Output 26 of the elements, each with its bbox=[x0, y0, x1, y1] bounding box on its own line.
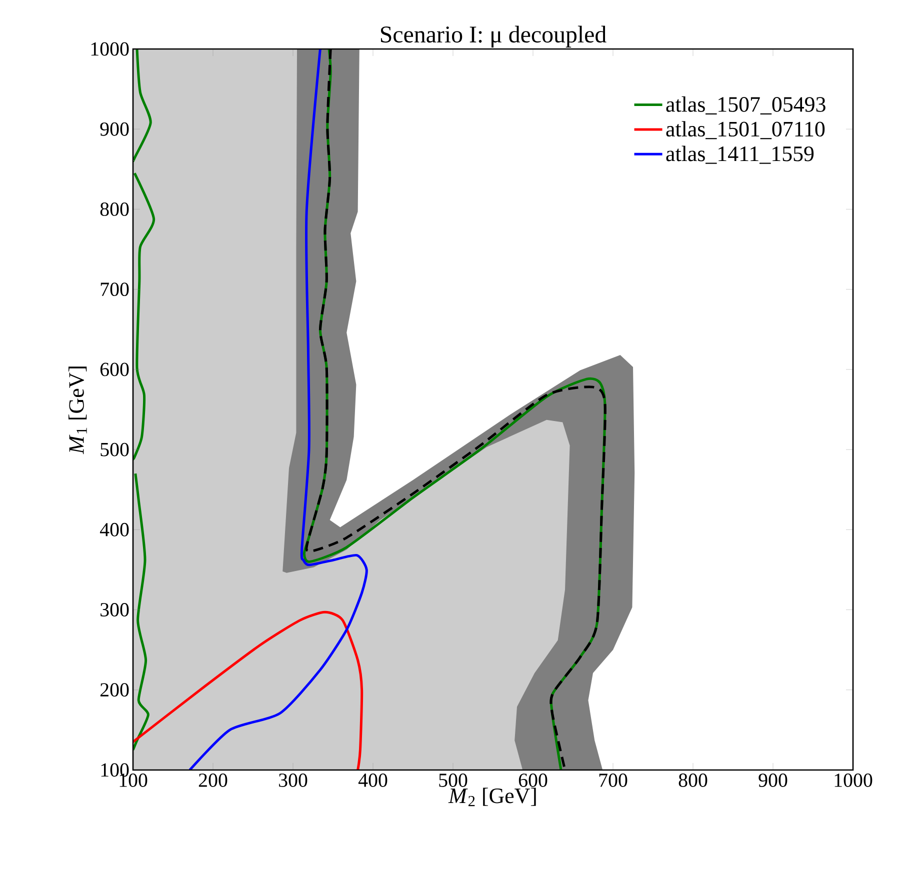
legend-label: atlas_1501_07110 bbox=[666, 121, 825, 140]
y-tick-label: 400 bbox=[100, 522, 129, 536]
x-tick-label: 600 bbox=[518, 774, 548, 787]
y-tick-label: 200 bbox=[100, 683, 129, 697]
y-tick-label: 300 bbox=[100, 603, 129, 616]
x-tick-label: 800 bbox=[678, 774, 708, 787]
y-tick-label: 700 bbox=[100, 282, 129, 296]
x-tick-label: 300 bbox=[279, 774, 308, 787]
y-tick-label: 1000 bbox=[91, 42, 129, 56]
x-tick-label: 700 bbox=[599, 774, 628, 787]
x-tick-label: 200 bbox=[198, 774, 228, 787]
y-tick-label: 500 bbox=[100, 442, 129, 456]
line-series bbox=[188, 48, 368, 770]
x-tick-label: 400 bbox=[358, 774, 388, 787]
y-axis-title: M$_{1}$ [GeV] bbox=[68, 366, 87, 454]
x-axis-title: M$_{2}$ [GeV] bbox=[448, 788, 536, 806]
y-tick-label: 600 bbox=[100, 362, 129, 376]
y-tick-label: 800 bbox=[100, 202, 129, 216]
x-tick-label: 900 bbox=[758, 774, 788, 787]
chart-title: Scenario I: μ decoupled bbox=[380, 26, 606, 48]
line-series bbox=[133, 610, 364, 770]
y-tick-label: 900 bbox=[100, 122, 129, 136]
x-tick-label: 500 bbox=[439, 774, 468, 787]
legend-label: atlas_1507_05493 bbox=[666, 96, 826, 114]
legend-label: atlas_1411_1559 bbox=[666, 146, 814, 164]
x-tick-label: 1000 bbox=[834, 774, 872, 787]
